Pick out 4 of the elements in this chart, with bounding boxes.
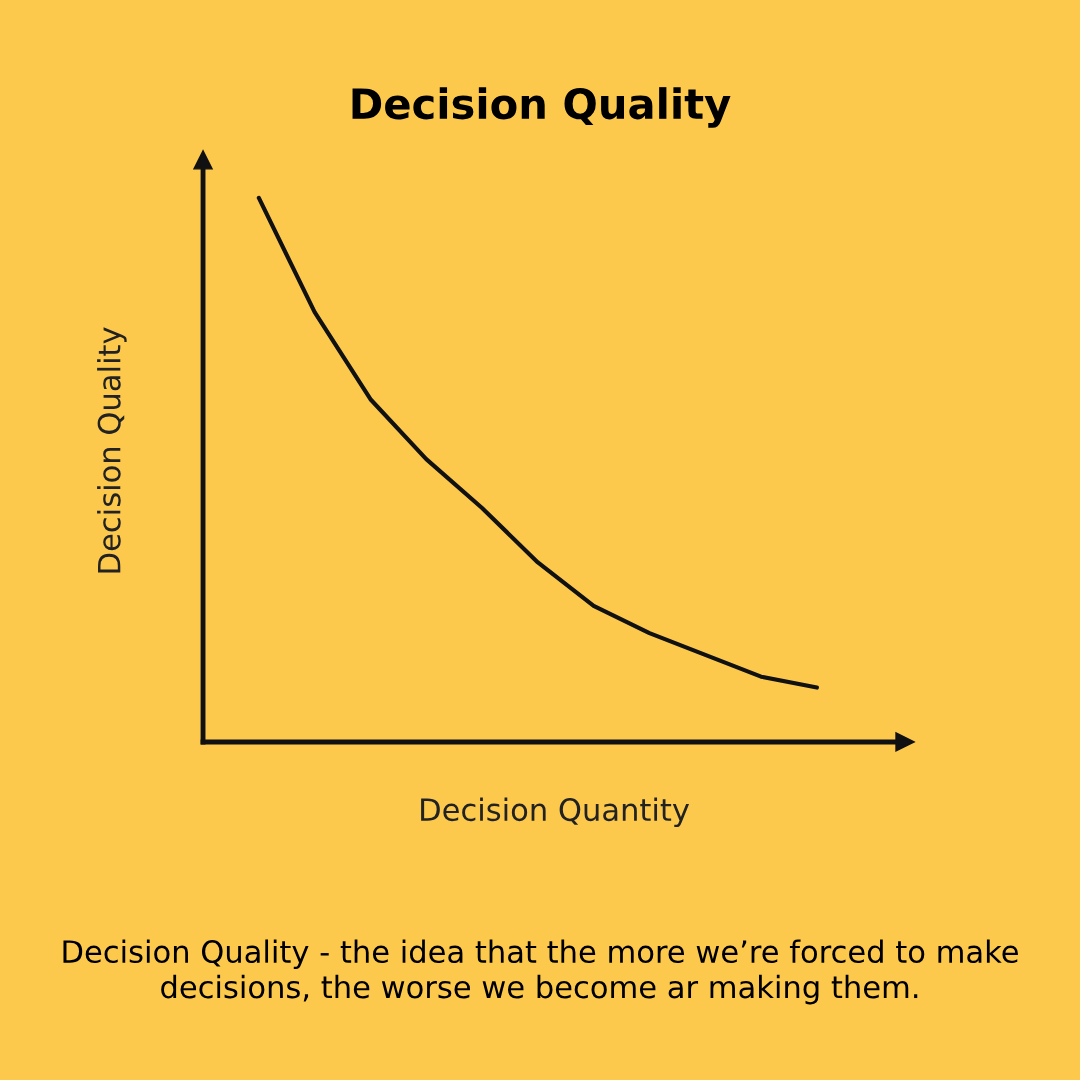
x-axis-title: Decision Quantity [421, 797, 690, 828]
y-axis-title: Decision Quality [97, 327, 127, 573]
chart-title: Decision Quality [352, 87, 731, 128]
text: Decision Quality - the idea that the more we’re forced to make decisions, the worse we become ar making them. [63, 939, 1018, 1005]
